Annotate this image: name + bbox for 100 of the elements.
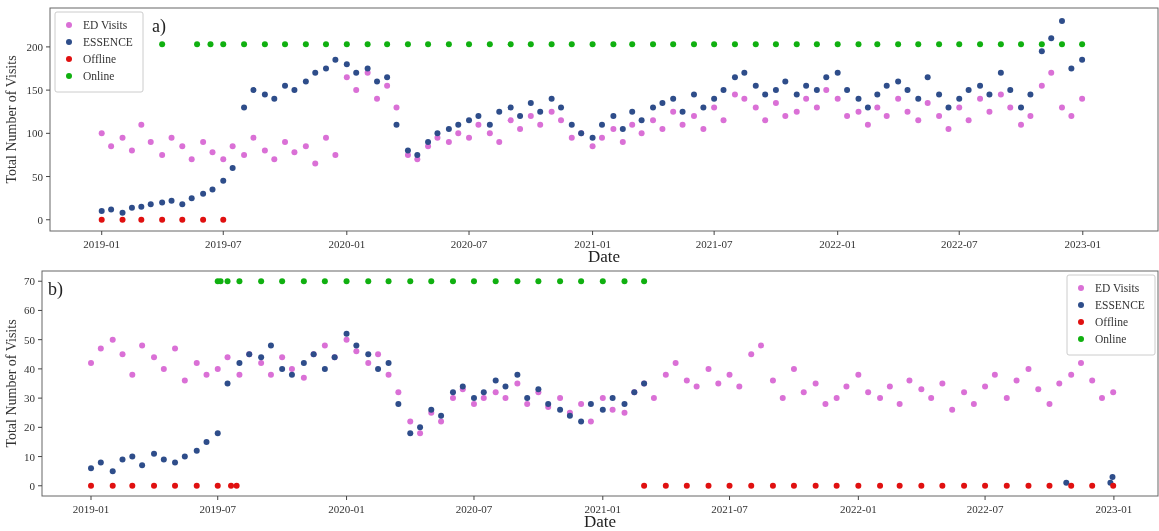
y-axis-title: Total Number of Visits — [4, 319, 19, 448]
y-tick-label: 70 — [24, 275, 36, 288]
x-tick-label: 2020-01 — [328, 238, 366, 250]
legend-label: ESSENCE — [1095, 299, 1145, 311]
point — [535, 278, 542, 285]
point — [300, 278, 307, 285]
point — [267, 342, 274, 349]
point — [407, 430, 414, 437]
y-tick-label: 150 — [26, 84, 44, 97]
point — [599, 406, 606, 413]
legend-label: ED Visits — [1095, 282, 1140, 294]
point — [129, 453, 136, 460]
point — [609, 395, 616, 402]
point — [1109, 474, 1116, 481]
x-tick-label: 2021-07 — [711, 503, 749, 515]
x-tick-label: 2021-07 — [695, 238, 733, 250]
legend-label: Offline — [83, 53, 117, 65]
point — [557, 406, 564, 413]
legend-label: ESSENCE — [83, 36, 133, 48]
point — [172, 459, 179, 466]
point — [88, 482, 95, 489]
point — [181, 453, 188, 460]
point — [109, 468, 116, 475]
point — [172, 482, 179, 489]
point — [139, 462, 146, 469]
x-tick-label: 2021-01 — [584, 503, 622, 515]
point — [233, 482, 240, 489]
point — [621, 400, 628, 407]
point — [621, 278, 628, 285]
point — [321, 365, 328, 372]
point — [151, 450, 158, 457]
point — [353, 342, 360, 349]
point — [748, 482, 755, 489]
point — [288, 371, 295, 378]
point — [193, 482, 200, 489]
point — [160, 456, 167, 463]
point — [855, 482, 862, 489]
point — [343, 330, 350, 337]
point — [449, 389, 456, 396]
y-tick-label: 10 — [24, 450, 36, 463]
point — [214, 482, 221, 489]
x-tick-label: 2020-07 — [455, 503, 493, 515]
point — [1046, 482, 1053, 489]
point — [279, 365, 286, 372]
point — [321, 278, 328, 285]
legend-label: Online — [83, 70, 115, 82]
point — [641, 278, 648, 285]
point — [428, 278, 435, 285]
point — [258, 354, 265, 361]
point — [918, 482, 925, 489]
point — [470, 278, 477, 285]
point — [449, 278, 456, 285]
x-tick-label: 2022-01 — [819, 238, 857, 250]
point — [662, 482, 669, 489]
point — [385, 278, 392, 285]
point — [599, 278, 606, 285]
y-tick-label: 50 — [24, 333, 36, 346]
legend-label: ED Visits — [83, 19, 128, 31]
y-tick-label: 20 — [24, 421, 36, 434]
y-axis-title: Total Number of Visits — [4, 55, 19, 184]
point — [578, 418, 585, 425]
point — [557, 278, 564, 285]
point — [514, 371, 521, 378]
point — [417, 424, 424, 431]
point — [151, 482, 158, 489]
x-tick-label: 2019-07 — [204, 238, 243, 250]
annotation: b) — [48, 279, 63, 300]
point — [203, 438, 210, 445]
point — [119, 456, 126, 463]
point — [365, 278, 372, 285]
point — [236, 360, 243, 367]
y-tick-label: 200 — [26, 40, 44, 53]
point — [236, 278, 243, 285]
annotation: a) — [152, 16, 166, 37]
point — [587, 400, 594, 407]
x-tick-label: 2023-01 — [1064, 238, 1102, 250]
point — [982, 482, 989, 489]
point — [385, 360, 392, 367]
point — [939, 482, 946, 489]
legend-label: Offline — [1095, 316, 1129, 328]
point — [812, 482, 819, 489]
x-tick-label: 2020-01 — [328, 503, 365, 515]
point — [109, 482, 116, 489]
point — [224, 380, 231, 387]
point — [896, 482, 903, 489]
point — [961, 482, 968, 489]
point — [502, 383, 509, 390]
point — [1063, 479, 1070, 486]
point — [641, 482, 648, 489]
point — [470, 395, 477, 402]
y-tick-label: 0 — [37, 213, 44, 226]
x-axis-title: Date — [587, 247, 621, 266]
point — [365, 351, 372, 358]
point — [492, 278, 499, 285]
x-tick-label: 2019-01 — [83, 238, 121, 250]
point — [769, 482, 776, 489]
x-tick-label: 2019-01 — [72, 503, 110, 515]
point — [343, 278, 350, 285]
point — [1089, 482, 1096, 489]
point — [224, 278, 231, 285]
